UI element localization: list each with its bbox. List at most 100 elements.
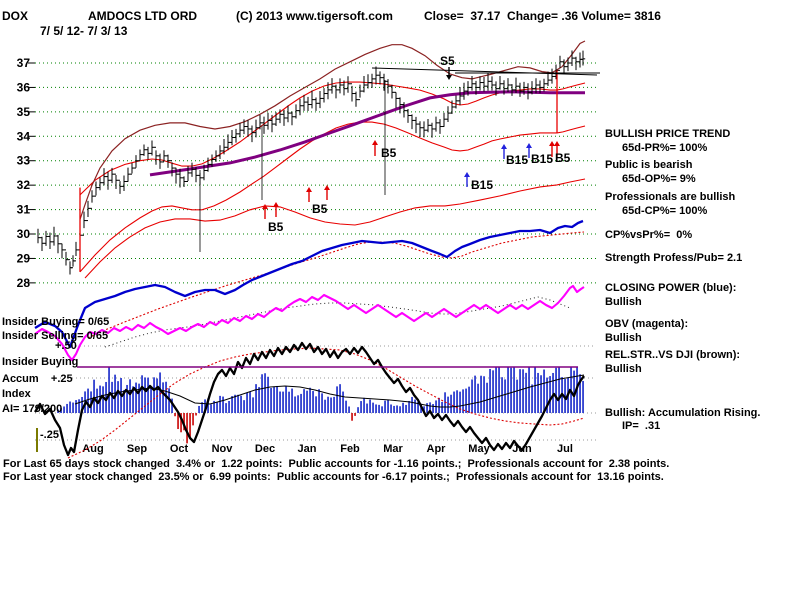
accum-histogram-bar [543,369,545,413]
accum-histogram-bar [270,388,272,413]
accum-histogram-bar [525,372,527,413]
accum-histogram-bar [510,367,512,413]
accum-histogram-bar [390,404,392,413]
accum-histogram-bar [417,401,419,413]
accum-histogram-bar [57,409,59,413]
signal-label: B5 [381,146,397,160]
summary-line-65d: For Last 65 days stock changed 3.4% or 1… [3,458,670,470]
accum-histogram-bar [483,376,485,413]
accum-histogram-bar [255,384,257,413]
accum-histogram-bar [129,379,131,413]
accum-histogram-bar [60,408,62,413]
accum-histogram-bar [414,399,416,413]
accum-histogram-bar [279,391,281,413]
accum-histogram-bar [468,386,470,413]
analysis-text-line: 65d-PR%= 100% [622,142,708,154]
lower-band-2-line [84,178,586,279]
accum-histogram-bar [426,403,428,413]
accum-histogram-bar [411,396,413,413]
accum-histogram-bar [444,392,446,413]
price-axis-label: 37 [17,56,31,70]
date-range: 7/ 5/ 12- 7/ 3/ 13 [40,24,128,38]
accum-histogram-bar [474,375,476,413]
analysis-text-line: Bullish [605,363,642,375]
accum-histogram-bar [459,391,461,413]
signal-label: S5 [440,54,455,68]
accum-histogram-bar [252,397,254,413]
analysis-text-line: 65d-OP%= 9% [622,173,696,185]
accum-histogram-bar [153,377,155,413]
accum-histogram-bar [381,406,383,413]
accum-histogram-bar [507,367,509,413]
accum-histogram-bar [174,413,176,417]
indicator-label: Insider Buying [2,356,79,368]
accum-histogram-bar [522,369,524,413]
accum-histogram-bar [267,376,269,413]
signal-label: B15 [471,178,493,192]
accum-histogram-bar [462,389,464,413]
accum-histogram-bar [171,398,173,413]
arrow-head-icon [273,202,279,207]
analysis-text-line: Public is bearish [605,159,693,171]
accum-histogram-bar [375,404,377,413]
accum-histogram-bar [363,397,365,413]
accum-histogram-bar [225,403,227,413]
accum-histogram-bar [519,369,521,413]
accum-histogram-bar [300,393,302,413]
arrow-head-icon [501,144,507,149]
accum-histogram-bar [183,413,185,431]
indicator-label: +.50 [55,340,77,352]
accum-histogram-bar [117,381,119,413]
accum-histogram-bar [579,374,581,413]
obv-ma-dotted-line [104,296,571,348]
accum-histogram-bar [162,382,164,413]
accum-histogram-bar [429,402,431,413]
summary-line-year: For Last year stock changed 23.5% or 6.9… [3,471,664,483]
analysis-text-line: 65d-CP%= 100% [622,205,708,217]
indicator-label: AI= 179/200 [2,403,63,415]
month-label: Aug [82,443,103,455]
month-label: Mar [383,443,403,455]
accum-histogram-bar [291,388,293,413]
accum-histogram-bar [216,402,218,413]
signal-label: B15 [531,152,553,166]
accum-histogram-bar [111,381,113,413]
accum-histogram-bar [339,384,341,413]
signal-label: B15 [506,153,528,167]
accum-histogram-bar [546,377,548,413]
accum-histogram-bar [531,384,533,413]
accum-histogram-bar [93,379,95,413]
analysis-text-line: CP%vsPr%= 0% [605,229,693,241]
arrow-head-icon [372,140,378,145]
analysis-text-line: Strength Profess/Pub= 2.1 [605,252,743,264]
accum-histogram-bar [495,367,497,413]
accum-histogram-bar [324,399,326,413]
arrow-head-icon [262,204,268,209]
indicator-label: Insider Selling= 0/65 [2,330,109,342]
indicator-label: Index [2,388,31,400]
accum-histogram-bar [282,391,284,413]
copyright-text: (C) 2013 www.tigersoft.com [236,9,393,23]
accum-histogram-bar [312,391,314,413]
month-label: May [468,443,490,455]
analysis-text-line: BULLISH PRICE TREND [605,128,731,140]
analysis-text-line: REL.STR..VS DJI (brown): [605,349,741,361]
accum-histogram-bar [132,386,134,413]
accum-histogram-bar [135,382,137,413]
accum-histogram-bar [189,413,191,438]
accum-histogram-bar [315,396,317,413]
accum-histogram-bar [264,373,266,413]
accum-histogram-bar [558,367,560,413]
accum-histogram-bar [126,384,128,413]
accum-histogram-bar [273,386,275,413]
accum-ma-line [74,374,585,408]
accum-histogram-bar [144,377,146,413]
accum-histogram-bar [297,395,299,413]
price-axis-label: 30 [17,227,31,241]
accum-histogram-bar [204,399,206,413]
price-axis-label: 33 [17,154,31,168]
month-label: Jul [557,443,573,455]
accum-histogram-bar [408,400,410,413]
signal-label: B5 [312,202,328,216]
